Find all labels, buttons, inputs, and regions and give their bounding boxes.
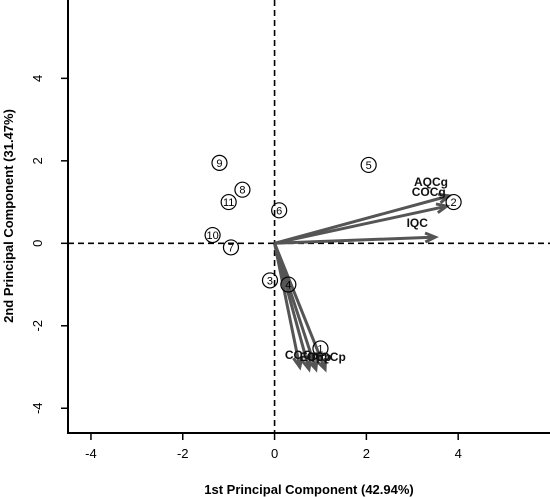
observation-point-5: 5 bbox=[360, 156, 377, 174]
observation-point-1: 1 bbox=[312, 340, 329, 357]
observation-point-2: 2 bbox=[445, 193, 462, 211]
x-axis-ticks: -4 -2 0 2 4 bbox=[85, 433, 462, 461]
loading-label-iqc: IQC bbox=[407, 216, 429, 230]
x-tick-label: -4 bbox=[85, 446, 97, 461]
arrowhead-cocp bbox=[292, 355, 304, 371]
observation-label: 11 bbox=[223, 197, 234, 209]
observation-marker bbox=[271, 202, 288, 219]
x-tick-label: 4 bbox=[455, 446, 462, 461]
plot-frame bbox=[67, 0, 550, 434]
loading-arrow-cocp bbox=[273, 243, 302, 368]
observation-marker bbox=[211, 154, 228, 171]
observation-marker bbox=[220, 193, 237, 211]
observation-point-8: 8 bbox=[234, 181, 251, 198]
observation-label: 3 bbox=[267, 275, 273, 287]
loading-arrow-aqcg bbox=[274, 194, 450, 245]
loading-label-ccp: CCp bbox=[307, 350, 332, 364]
arrowhead-aqcp bbox=[316, 358, 327, 373]
loading-label-aqcp: AQCp bbox=[312, 350, 346, 364]
y-tick-label: 2 bbox=[30, 157, 45, 164]
observation-marker bbox=[222, 239, 240, 256]
loading-arrow-cocg bbox=[274, 204, 448, 245]
observation-point-3: 3 bbox=[261, 272, 279, 289]
observation-point-10: 10 bbox=[204, 226, 221, 244]
observation-marker bbox=[204, 226, 221, 244]
y-axis-ticks: -4 -2 0 2 4 bbox=[30, 75, 68, 414]
observation-marker bbox=[445, 193, 462, 211]
loading-label-cocg: COCg bbox=[412, 185, 446, 199]
x-tick-label: 2 bbox=[363, 446, 370, 461]
x-axis-title: 1st Principal Component (42.94%) bbox=[204, 482, 414, 497]
observation-marker bbox=[360, 156, 377, 174]
observation-point-4: 4 bbox=[280, 276, 297, 293]
x-tick-label: 0 bbox=[271, 446, 278, 461]
loading-arrow-aqcp bbox=[273, 242, 327, 370]
y-tick-label: 4 bbox=[30, 75, 45, 82]
observation-points: 1 2 3 4 5 6 7 8 9 10 11 bbox=[204, 154, 462, 357]
observation-label: 10 bbox=[206, 230, 218, 242]
observation-marker bbox=[261, 272, 279, 289]
y-tick-label: 0 bbox=[30, 240, 45, 247]
observation-marker bbox=[280, 276, 297, 293]
y-axis-title: 2nd Principal Component (31.47%) bbox=[1, 109, 16, 323]
observation-label: 1 bbox=[317, 343, 323, 355]
y-tick-label: -4 bbox=[30, 402, 45, 414]
loading-label-ecp: ECp bbox=[300, 350, 324, 364]
observation-marker bbox=[234, 181, 251, 198]
observation-label: 5 bbox=[366, 160, 372, 172]
loading-arrows bbox=[273, 192, 453, 373]
observation-label: 6 bbox=[276, 205, 282, 217]
observation-label: 8 bbox=[239, 185, 245, 197]
arrowhead-iqc bbox=[424, 231, 439, 244]
arrowhead-ccp bbox=[307, 357, 319, 373]
y-tick-label: -2 bbox=[30, 320, 45, 332]
observation-point-6: 6 bbox=[271, 202, 288, 219]
x-tick-label: -2 bbox=[177, 446, 189, 461]
loading-label-cocp: COCp bbox=[285, 348, 319, 362]
loading-label-aqcg: AQCg bbox=[414, 175, 448, 189]
loading-arrow-iqc bbox=[274, 235, 436, 245]
observation-point-9: 9 bbox=[211, 154, 228, 171]
observation-label: 2 bbox=[451, 197, 457, 209]
observation-marker bbox=[312, 340, 329, 357]
observation-point-11: 11 bbox=[220, 193, 237, 211]
observation-point-7: 7 bbox=[222, 239, 240, 256]
observation-label: 9 bbox=[216, 158, 222, 170]
observation-label: 4 bbox=[285, 280, 291, 292]
observation-label: 7 bbox=[228, 242, 234, 254]
